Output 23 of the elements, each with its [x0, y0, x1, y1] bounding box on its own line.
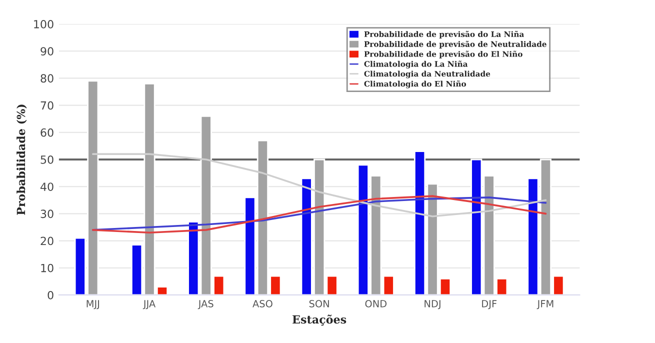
x-tick-label: MJJ	[86, 300, 100, 310]
x-tick-label: ASO	[252, 300, 272, 308]
y-tick-label: 100	[34, 20, 54, 28]
y-tick-label: 30	[40, 210, 54, 218]
x-tick-label: JJA	[142, 300, 156, 310]
x-tick-label: JFM	[536, 300, 554, 310]
line-series	[92, 153, 547, 218]
y-tick-label: 70	[40, 101, 54, 110]
x-axis-title: Estações	[292, 314, 346, 326]
y-tick-label: 20	[40, 236, 54, 246]
x-tick-label: SON	[309, 300, 329, 308]
y-tick-label: 90	[40, 47, 54, 56]
y-tick-label: 0	[48, 290, 54, 300]
y-axis-title: Probabilidade (%)	[16, 104, 27, 215]
x-tick-label: DJF	[482, 300, 497, 310]
y-tick-label: 40	[40, 182, 54, 191]
y-tick-label: 50	[40, 155, 54, 164]
y-tick-label: 60	[40, 128, 54, 137]
y-tick-label: 80	[40, 74, 54, 83]
y-tick-label: 10	[41, 264, 54, 272]
x-tick-label: JAS	[198, 300, 214, 310]
x-tick-label: OND	[365, 300, 387, 308]
x-tick-label: NDJ	[424, 300, 440, 310]
